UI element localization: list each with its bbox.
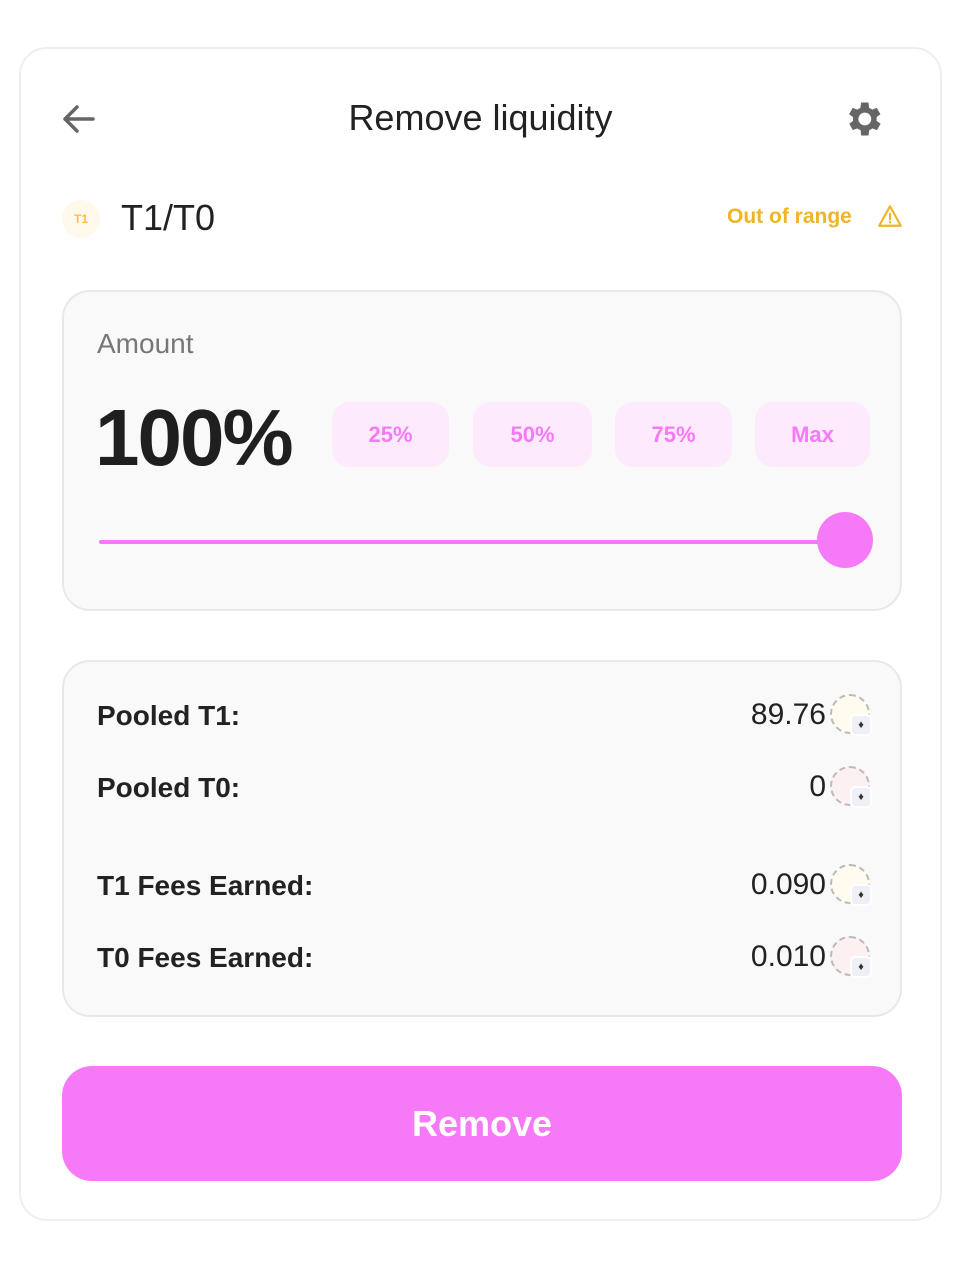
amount-percent: 100% <box>95 393 294 482</box>
gear-icon[interactable] <box>841 97 885 141</box>
range-status: Out of range <box>727 205 852 228</box>
remove-button[interactable]: Remove <box>62 1066 902 1181</box>
position-row-label: T0 Fees Earned: <box>97 942 314 973</box>
preset-75-button[interactable]: 75% <box>615 402 732 467</box>
position-row-label: Pooled T0: <box>97 772 241 803</box>
ethereum-chain-icon: ♦ <box>850 714 872 736</box>
ethereum-chain-icon: ♦ <box>850 956 872 978</box>
amount-label: Amount <box>97 328 194 359</box>
position-row-label: Pooled T1: <box>97 700 241 731</box>
position-details-panel: Pooled T1: 89.76 ♦ Pooled T0: 0 ♦ T1 Fees … <box>62 660 902 1017</box>
warning-triangle-icon <box>878 205 902 227</box>
token-icon: T1 <box>62 200 100 238</box>
preset-50-button[interactable]: 50% <box>473 402 592 467</box>
pair-name: T1/T0 <box>121 197 216 238</box>
amount-slider-thumb[interactable] <box>817 512 873 568</box>
remove-liquidity-card: Remove liquidity T1 T1/T0 Out of range A… <box>19 47 942 1221</box>
position-row-value: 0.090 <box>750 868 826 901</box>
preset-max-button[interactable]: Max <box>755 402 870 467</box>
preset-25-button[interactable]: 25% <box>332 402 449 467</box>
amount-panel: Amount 100% 25% 50% 75% Max <box>62 290 902 611</box>
page-title: Remove liquidity <box>348 97 613 138</box>
arrow-left-icon[interactable] <box>59 99 99 139</box>
position-row-label: T1 Fees Earned: <box>97 870 314 901</box>
position-row-value: 0 <box>809 770 826 803</box>
position-row-value: 89.76 <box>750 698 826 731</box>
ethereum-chain-icon: ♦ <box>850 786 872 808</box>
position-row-value: 0.010 <box>750 940 826 973</box>
ethereum-chain-icon: ♦ <box>850 884 872 906</box>
amount-slider-track[interactable] <box>99 540 849 544</box>
